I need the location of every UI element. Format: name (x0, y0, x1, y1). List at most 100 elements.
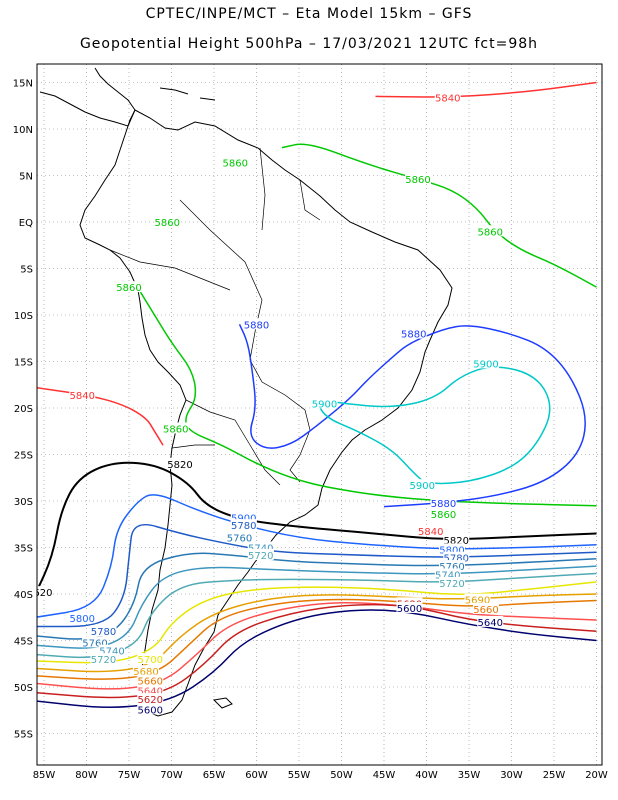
lat-tick-label: 15N (13, 79, 33, 90)
lon-tick-label: 80W (75, 770, 98, 781)
lon-tick-label: 60W (245, 770, 268, 781)
lat-tick-label: 25S (14, 451, 33, 462)
contour-5800 (37, 494, 597, 618)
lat-tick-label: 20S (14, 404, 33, 415)
contour-label: 5840 (418, 527, 443, 538)
contour-label-bg (90, 625, 117, 637)
lat-tick-label: 10S (14, 311, 33, 322)
coastline (39, 67, 453, 717)
contour-label-bg (69, 612, 96, 624)
lat-tick-label: 30S (14, 497, 33, 508)
contour-label-bg (137, 653, 164, 665)
contour-labels: 5840 5860 5860 5860 5860 5860 5880 5880 5900 5900… (37, 91, 504, 716)
contour-5780 (37, 523, 597, 628)
contour-label-bg (477, 615, 504, 627)
contour-label: 5780 (444, 554, 469, 565)
lat-tick-label: 35S (14, 544, 33, 555)
lat-tick-label: 40S (14, 590, 33, 601)
contour-label-bg (37, 586, 53, 598)
contour-label: 5880 (401, 330, 426, 341)
lon-tick-label: 50W (330, 770, 353, 781)
contour-label: 5660 (138, 676, 163, 687)
contour-label: 5700 (138, 655, 163, 666)
contour-5700 (37, 581, 597, 664)
contour-label: 5660 (473, 605, 498, 616)
contour-label-bg (430, 508, 457, 520)
contour-label: 5780 (231, 521, 256, 532)
contour-label: 5900 (473, 359, 498, 370)
contour-label: 5800 (70, 614, 95, 625)
contour-label-bg (99, 644, 125, 656)
contour-label: 5800 (439, 545, 464, 556)
contour-label-bg (443, 534, 470, 546)
contour-5880 (238, 323, 586, 508)
lon-tick-label: 20W (585, 770, 608, 781)
contour-label: 5860 (116, 283, 141, 294)
contour-label-bg (137, 693, 164, 705)
lon-tick-label: 35W (458, 770, 481, 781)
contour-label: 5690 (465, 596, 490, 607)
contour-label-bg (396, 601, 423, 613)
contour-5860 (136, 286, 597, 507)
contour-label: 5680 (133, 667, 158, 678)
contour-label-bg (230, 519, 257, 531)
contour-label-bg (226, 531, 253, 543)
contour-label-bg (247, 548, 274, 560)
country-borders (109, 147, 321, 486)
map-background (37, 64, 602, 765)
contour-5640 (37, 602, 597, 690)
contour-label-bg (137, 674, 164, 686)
lon-tick-label: 65W (203, 770, 226, 781)
lat-tick-label: 15S (14, 358, 33, 369)
map-frame (36, 63, 603, 766)
axis-tick-labels: 15N 10N 5N EQ 5S 10S 15S 20S 25S 30S 35S 40S 45S 50S 5… (13, 79, 608, 782)
contour-label: 5840 (70, 391, 95, 402)
contour-5680 (37, 593, 597, 673)
contour-label: 5860 (223, 158, 248, 169)
contour-label: 5720 (248, 551, 273, 562)
contour-label: 5840 (435, 93, 460, 104)
contour-label: 5760 (227, 533, 252, 544)
contour-label: 5880 (244, 320, 269, 331)
south-america-coastline (79, 109, 453, 717)
contour-label-bg (154, 216, 181, 227)
contour-label-bg (477, 225, 504, 237)
contour-5840 (37, 386, 164, 446)
contour-label: 5720 (439, 579, 464, 590)
contour-label-bg (116, 281, 142, 293)
lat-tick-label: 5N (19, 172, 33, 183)
contour-label: 5600 (397, 604, 422, 615)
contour-5620 (37, 603, 597, 699)
contour-5900 (315, 366, 551, 485)
contour-label-bg (417, 524, 444, 536)
contour-label: 5820 (444, 536, 469, 547)
contour-label: 5860 (163, 424, 188, 435)
contour-label: 5900 (410, 481, 435, 492)
central-america-coastline (39, 67, 136, 127)
contour-label: 5740 (99, 647, 124, 658)
lon-tick-label: 75W (118, 770, 141, 781)
map-title-line1: CPTEC/INPE/MCT – Eta Model 15km – GFS (145, 6, 473, 22)
contour-label-bg (137, 703, 164, 715)
contour-label-bg (405, 173, 431, 185)
contour-5600 (37, 609, 597, 708)
contour-label: 5640 (478, 618, 503, 629)
contour-label-bg (443, 551, 470, 563)
contour-label-bg (137, 684, 164, 696)
contour-label-bg (247, 541, 274, 553)
contour-label-bg (439, 576, 465, 588)
contour-label-bg (90, 653, 117, 665)
contour-label-bg (473, 357, 499, 369)
contour-label: 5720 (91, 655, 116, 666)
contour-label-bg (82, 636, 108, 648)
contour-label: 5900 (312, 399, 337, 410)
contour-label: 5780 (91, 627, 116, 638)
contour-label: 5860 (431, 510, 456, 521)
contour-label: 5860 (405, 175, 430, 186)
lat-tick-label: 55S (14, 730, 33, 741)
lon-tick-label: 45W (373, 770, 396, 781)
contour-label: 5620 (138, 695, 163, 706)
lat-tick-label: EQ (19, 218, 33, 229)
contour-label-bg (133, 665, 159, 677)
